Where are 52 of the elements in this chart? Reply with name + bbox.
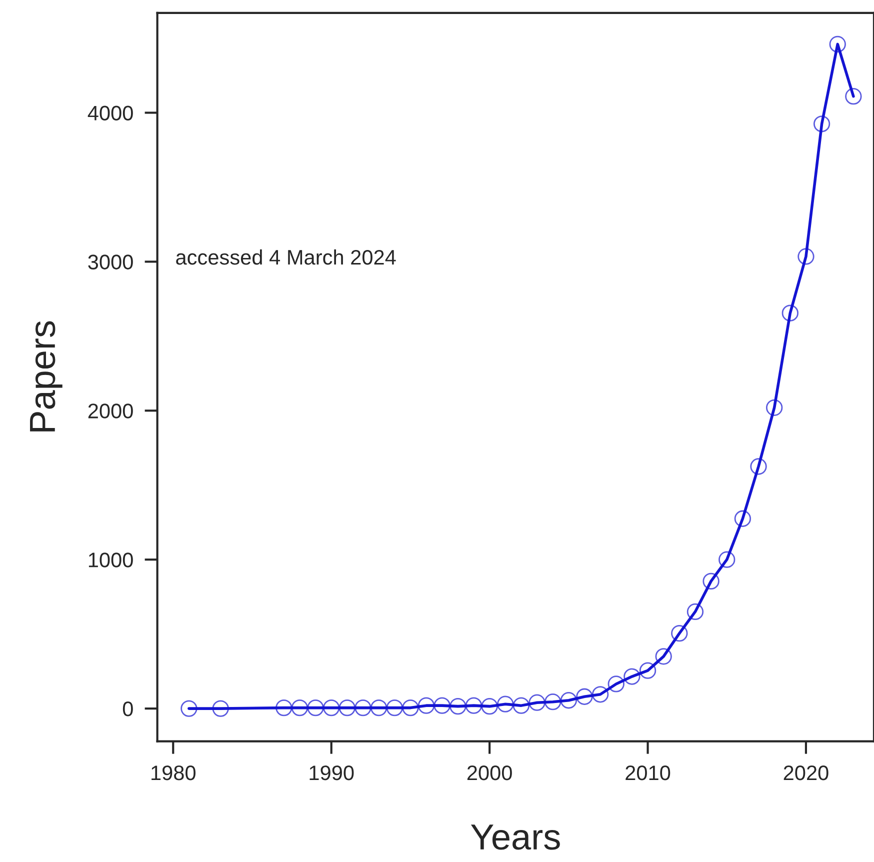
x-tick-label: 2000 [467,765,512,780]
point [624,668,640,685]
point [766,399,783,416]
point [276,699,292,716]
point [354,699,372,716]
point [560,692,577,709]
annotation: accessed 4 March 2024 [176,249,396,265]
point [512,697,530,714]
point [180,700,198,717]
x-tick-label: 1990 [310,765,354,780]
point [402,699,419,716]
point [798,248,814,265]
point [686,603,704,620]
y-tick-label: 0 [122,702,133,716]
point [370,699,388,716]
point [418,697,435,714]
point [845,88,862,105]
point [544,694,562,710]
point [386,699,403,716]
point [497,696,514,712]
point [829,36,846,53]
point [212,700,229,717]
point [655,648,672,665]
point [307,699,324,716]
point [323,699,340,716]
point [528,694,546,711]
y-tick-label: 2000 [88,404,133,418]
point [782,304,798,322]
x-tick-label: 1980 [152,765,196,780]
point [434,697,450,714]
point [813,116,830,132]
point [718,551,736,568]
x-axis-title: Years [470,824,560,850]
point [608,676,624,692]
y-tick-label: 1000 [88,552,133,568]
point [592,686,609,703]
point [465,697,482,714]
point [702,572,720,590]
point [481,698,498,715]
y-axis-title: Papers [30,321,62,432]
point [338,699,356,716]
y-tick-label: 3000 [88,254,133,270]
x-tick-label: 2010 [626,765,670,780]
x-tick-label: 2020 [784,765,828,780]
y-tick-label: 4000 [88,106,133,120]
point [450,698,466,715]
point [576,688,593,705]
point [734,510,752,527]
point [671,624,688,642]
point [750,458,767,475]
point [291,699,308,716]
point [639,662,656,679]
